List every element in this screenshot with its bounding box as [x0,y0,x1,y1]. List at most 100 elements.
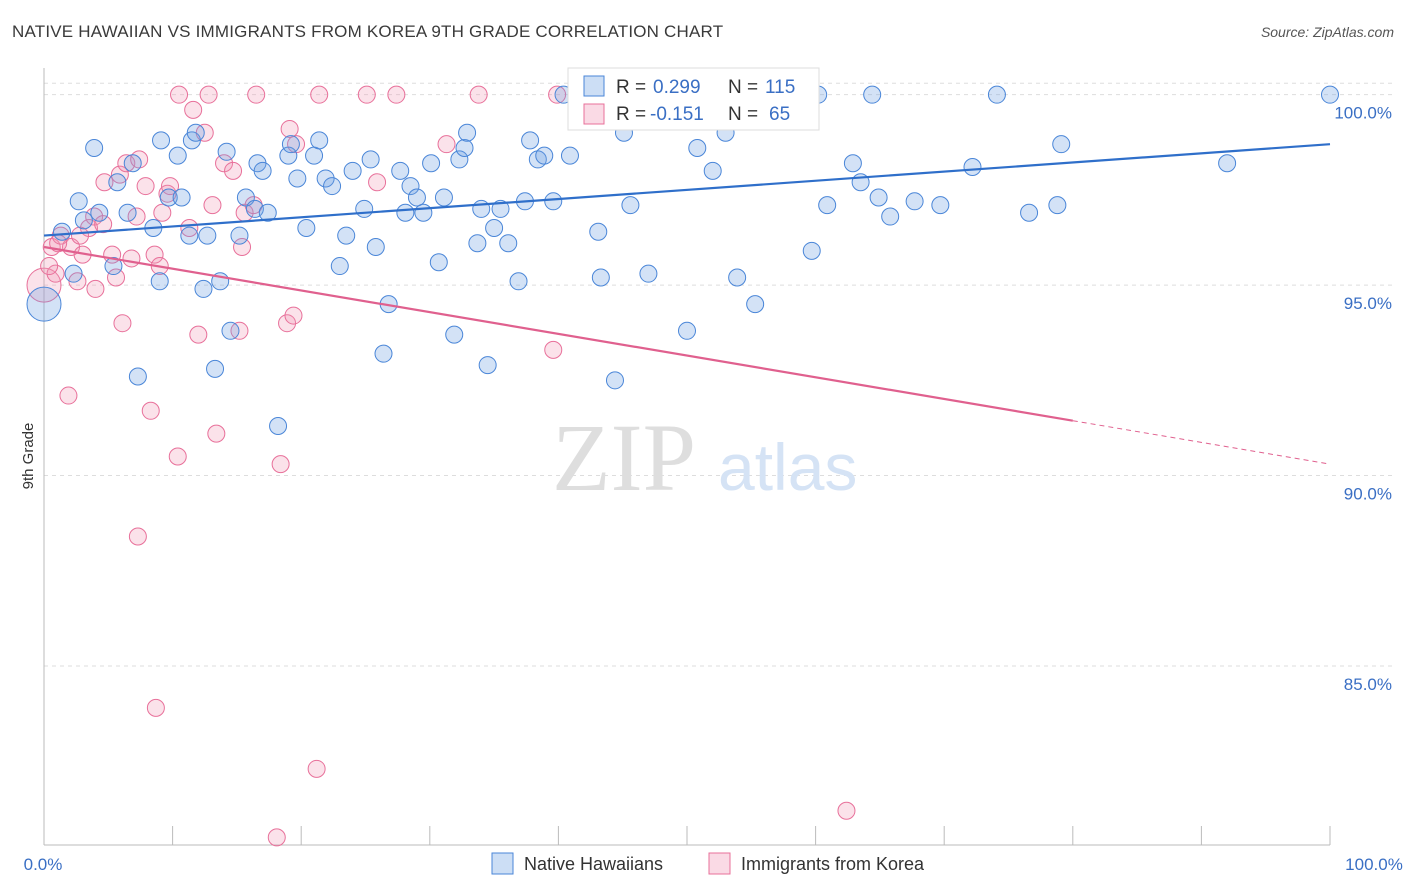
native-hawaiians-point [455,138,474,157]
native-hawaiians-point [422,154,441,173]
native-hawaiians-point [485,218,504,237]
native-hawaiians-point [269,417,288,436]
native-hawaiians-point [391,161,410,180]
native-hawaiians-point [198,226,217,245]
native-hawaiians-point [589,222,608,241]
native-hawaiians-point [843,154,862,173]
immigrants-from-korea-point [86,279,105,298]
immigrants-from-korea-point [122,249,141,268]
native-hawaiians-point [591,268,610,287]
native-hawaiians-point [458,123,477,142]
immigrants-from-korea-point [113,314,132,333]
native-hawaiians-point [159,188,178,207]
legend-label-immigrants-from-korea[interactable]: Immigrants from Korea [741,854,925,874]
legend-label-native-hawaiians[interactable]: Native Hawaiians [524,854,663,874]
immigrants-from-korea-point [199,85,218,104]
native-hawaiians-point [305,146,324,165]
native-hawaiians-point [521,131,540,150]
immigrants-from-korea-point [837,801,856,820]
native-hawaiians-point [445,325,464,344]
native-hawaiians-point [509,272,528,291]
immigrants-from-korea-point [310,85,329,104]
native-hawaiians-point [688,138,707,157]
native-hawaiians-point [104,257,123,276]
native-hawaiians-point [337,226,356,245]
native-hawaiians-point [355,199,374,218]
legend-swatch-immigrants-from-korea[interactable] [708,852,731,875]
watermark-atlas: atlas [718,430,857,504]
immigrants-from-korea-point [203,196,222,215]
immigrants-from-korea-point [548,85,567,104]
immigrants-from-korea-point [278,314,297,333]
native-hawaiians-point [258,203,277,222]
immigrants-from-korea-point [357,85,376,104]
native-hawaiians-trend-line [43,143,1331,237]
native-hawaiians-point [639,264,658,283]
native-hawaiians-point [881,207,900,226]
immigrants-from-korea-point [184,100,203,119]
y-tick-label: 90.0% [1344,485,1392,504]
native-hawaiians-point [85,138,104,157]
immigrants-from-korea-point [40,257,59,276]
native-hawaiians-point [123,154,142,173]
immigrants-from-korea-point [280,119,299,138]
native-hawaiians-point [746,295,765,314]
native-hawaiians-point [90,203,109,222]
native-hawaiians-point [728,268,747,287]
x-tick-label-min: 0.0% [24,855,63,874]
native-hawaiians-point [1048,196,1067,215]
native-hawaiians-point [544,192,563,211]
native-hawaiians-point [330,257,349,276]
native-hawaiians-point [863,85,882,104]
native-hawaiians-point [186,123,205,142]
native-hawaiians-point [374,344,393,363]
native-hawaiians-point [128,367,147,386]
immigrants-from-korea-point [94,215,113,234]
native-hawaiians-point [1321,85,1339,104]
native-hawaiians-point [310,131,329,150]
immigrants-from-korea-point [215,154,234,173]
immigrants-from-korea-point [544,340,563,359]
native-hawaiians-point [288,169,307,188]
native-hawaiians-point [206,359,225,378]
native-hawaiians-point [172,188,191,207]
stats-n-label-pink: N = [728,104,758,125]
y-tick-label: 100.0% [1334,104,1392,123]
immigrants-from-korea-point [59,386,78,405]
native-hawaiians-point [343,161,362,180]
native-hawaiians-point [414,203,433,222]
native-hawaiians-point [931,196,950,215]
native-hawaiians-point [221,321,240,340]
chart-title: NATIVE HAWAIIAN VS IMMIGRANTS FROM KOREA… [12,22,724,41]
immigrants-from-korea-trend-extension [1072,420,1331,465]
native-hawaiians-point [108,173,127,192]
immigrants-from-korea-point [128,527,147,546]
immigrants-from-korea-point [153,203,172,222]
native-hawaiians-point [281,135,300,154]
native-hawaiians-point [818,196,837,215]
native-hawaiians-point [150,272,169,291]
y-tick-labels: 85.0% 90.0% 95.0% 100.0% [1334,104,1392,694]
immigrants-from-korea-point [127,207,146,226]
native-hawaiians-point [168,146,187,165]
immigrants-from-korea-point [387,85,406,104]
native-hawaiians-point [963,158,982,177]
native-hawaiians-point [1052,135,1071,154]
native-hawaiians-point [703,161,722,180]
native-hawaiians-point [499,234,518,253]
native-hawaiians-point [478,356,497,375]
legend-swatch-native-hawaiians[interactable] [491,852,514,875]
native-hawaiians-point [802,241,821,260]
immigrants-from-korea-point [107,268,126,287]
watermark-zip: ZIP [552,404,696,511]
native-hawaiians-point [366,238,385,257]
immigrants-from-korea-point [230,321,249,340]
immigrants-from-korea-point [145,245,164,264]
immigrants-from-korea-point [161,177,180,196]
immigrants-from-korea-point [141,401,160,420]
stats-r-value-blue: 0.299 [653,77,701,98]
immigrants-from-korea-point [233,238,252,257]
immigrants-from-korea-point [469,85,488,104]
immigrants-from-korea-point [284,306,303,325]
